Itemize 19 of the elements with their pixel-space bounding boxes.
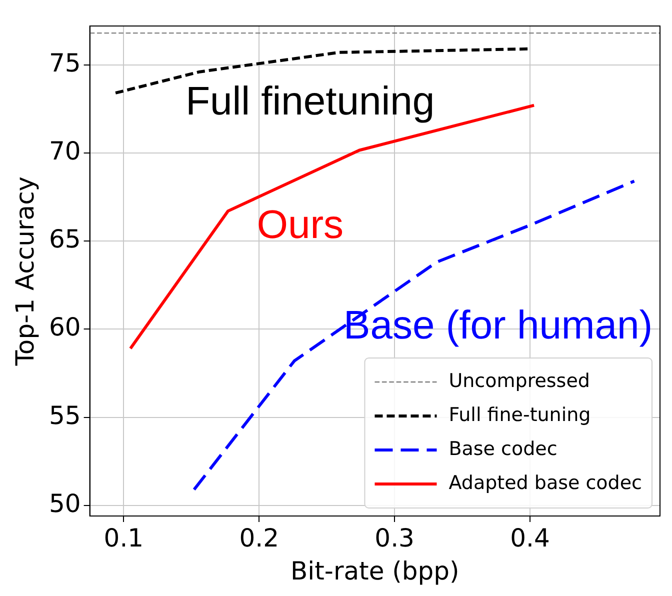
y-axis-title: Top-1 Accuracy	[10, 176, 40, 367]
annotation: Base (for human)	[344, 303, 653, 348]
legend-label: Full fine-tuning	[448, 404, 591, 426]
x-tick-label: 0.4	[510, 524, 550, 552]
legend-label: Uncompressed	[448, 370, 590, 392]
x-tick-label: 0.2	[239, 524, 279, 552]
y-tick-label: 65	[49, 224, 81, 254]
y-tick-label: 50	[49, 488, 81, 518]
y-tick-label: 70	[49, 136, 81, 166]
legend-label: Base codec	[448, 438, 558, 460]
legend-label: Adapted base codec	[448, 472, 642, 494]
x-axis-title: Bit-rate (bpp)	[290, 556, 460, 586]
y-tick-label: 75	[49, 48, 81, 78]
y-tick-label: 60	[49, 312, 81, 342]
y-tick-label: 55	[49, 400, 81, 430]
annotation: Ours	[256, 202, 344, 247]
x-tick-label: 0.1	[104, 524, 144, 552]
annotation: Full finetuning	[186, 79, 435, 124]
x-tick-label: 0.3	[374, 524, 414, 552]
